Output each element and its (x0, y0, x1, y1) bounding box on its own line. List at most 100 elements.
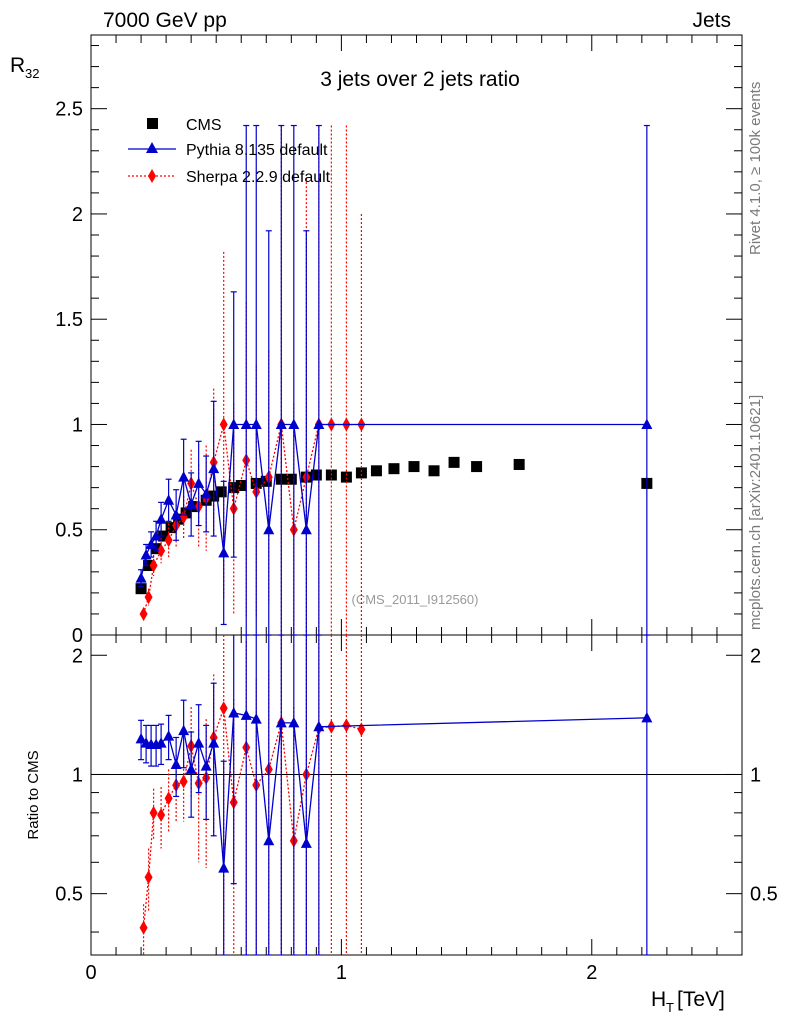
legend-cms-label: CMS (186, 117, 222, 134)
ratio-sherpa-point (144, 870, 153, 885)
x-axis-title: H T [TeV] (651, 988, 725, 1015)
ratio-pythia-point (135, 732, 147, 744)
pythia-point (200, 487, 212, 499)
pythia-point (155, 513, 167, 524)
ratio-pythia-point (155, 737, 167, 748)
main-plot-marks (135, 124, 653, 636)
ratio-plot-marks (135, 635, 653, 955)
legend-pythia-label: Pythia 8.135 default (186, 142, 328, 159)
cms-point (285, 473, 297, 485)
cms-point (135, 583, 147, 595)
legend-cms-marker (147, 118, 158, 129)
ratio-series-group (135, 635, 653, 955)
pythia-point (228, 418, 240, 429)
process-label: Jets (692, 9, 731, 32)
ratio-pythia-point (250, 713, 262, 724)
cms-point (180, 507, 192, 519)
ratio-pythia-point (200, 760, 212, 771)
x-axis-title-subscript: T (666, 1000, 674, 1015)
cms-point (448, 456, 460, 468)
pythia-line (140, 423, 647, 579)
pythia-point (240, 418, 252, 429)
ratio-pythia-point (313, 720, 325, 732)
cms-point (310, 469, 322, 481)
pythia-point (135, 572, 147, 583)
pythia-point (275, 418, 287, 429)
mcplots-label: mcplots.cern.ch [arXiv:2401.10621] (747, 395, 764, 630)
sherpa-point (139, 606, 148, 621)
main-y-tick-label: 1.5 (55, 309, 83, 331)
watermark-label: (CMS_2011_I912560) (352, 592, 479, 607)
x-tick-label: 0 (85, 962, 96, 984)
y-axis-title-main: R 32 (10, 54, 39, 81)
legend-sherpa-label: Sherpa 2.2.9 default (186, 169, 331, 186)
cms-point (215, 486, 227, 498)
pythia-point (208, 462, 220, 474)
ratio-pythia-point (288, 716, 300, 728)
main-y-tick-label: 2 (72, 204, 83, 226)
ratio-pythia-point (193, 737, 205, 748)
ratio-y-tick-label-right: 1 (750, 764, 761, 786)
sherpa-point (157, 543, 166, 558)
ratio-pythia-point (228, 706, 240, 718)
pythia-point (193, 477, 205, 488)
pythia-point (163, 494, 175, 505)
x-tick-label: 1 (336, 962, 347, 984)
sherpa-point (149, 558, 158, 573)
ratio-sherpa-point (164, 791, 173, 806)
ratio-sherpa-point (149, 805, 158, 820)
y-axis-title-ratio: Ratio to CMS (25, 750, 42, 839)
legend: CMS Pythia 8.135 default Sherpa 2.2.9 de… (128, 117, 331, 186)
ratio-pythia-point (163, 730, 175, 741)
x-axis-title-letter: H (651, 988, 666, 1011)
ratio-pythia-point (208, 737, 220, 748)
pythia-point (313, 418, 325, 429)
ratio-plot-frame (90, 634, 743, 956)
sherpa-point (179, 510, 188, 525)
pythia-point (150, 530, 162, 541)
ratio-pythia-point (240, 709, 252, 720)
pythia-point (250, 418, 262, 429)
cms-point (408, 461, 420, 473)
ratio-axis-ticks: 0.5 0.5 1 1 2 2 0 1 2 (55, 635, 778, 984)
cms-point (355, 467, 367, 479)
pythia-point (178, 471, 190, 482)
cms-point (235, 480, 247, 492)
cms-point (428, 465, 440, 477)
pythia-point (300, 523, 312, 535)
cms-point (340, 471, 352, 483)
ratio-sherpa-point (139, 920, 148, 935)
y-axis-title-letter: R (10, 54, 25, 77)
main-axis-ticks: 0.5 1 1.5 2 2.5 0 (55, 35, 742, 647)
cms-point (471, 461, 483, 473)
ratio-pythia-point (641, 711, 653, 723)
ratio-sherpa-point (157, 807, 166, 822)
legend-sherpa-marker (148, 169, 156, 183)
energy-label: 7000 GeV pp (103, 9, 227, 32)
main-y-tick-label-zero: 0 (72, 625, 83, 647)
ratio-y-tick-label: 1 (72, 764, 83, 786)
cms-point (165, 522, 177, 534)
y-axis-title-subscript: 32 (25, 66, 39, 81)
pythia-point (288, 418, 300, 429)
ratio-y-tick-label: 0.5 (55, 884, 83, 906)
x-tick-label: 2 (586, 962, 597, 984)
rivet-label: Rivet 4.1.0, ≥ 100k events (747, 82, 764, 255)
pythia-point (263, 523, 275, 535)
ratio-pythia-point (275, 716, 287, 728)
ratio-pythia-point (170, 758, 182, 769)
pythia-point (140, 549, 152, 560)
pythia-point (641, 418, 653, 429)
ratio-pythia-point (263, 834, 275, 846)
ratio-sherpa-point (357, 722, 366, 737)
sherpa-point (164, 533, 173, 548)
ratio-pythia-point (185, 763, 197, 774)
ratio-y-tick-label-right: 2 (750, 645, 761, 667)
sherpa-point (219, 417, 228, 432)
pythia-point (170, 509, 182, 520)
pythia-point (145, 538, 157, 549)
main-y-tick-label: 0.5 (55, 520, 83, 542)
sherpa-point (144, 590, 153, 605)
chart-title: 3 jets over 2 jets ratio (320, 68, 520, 91)
